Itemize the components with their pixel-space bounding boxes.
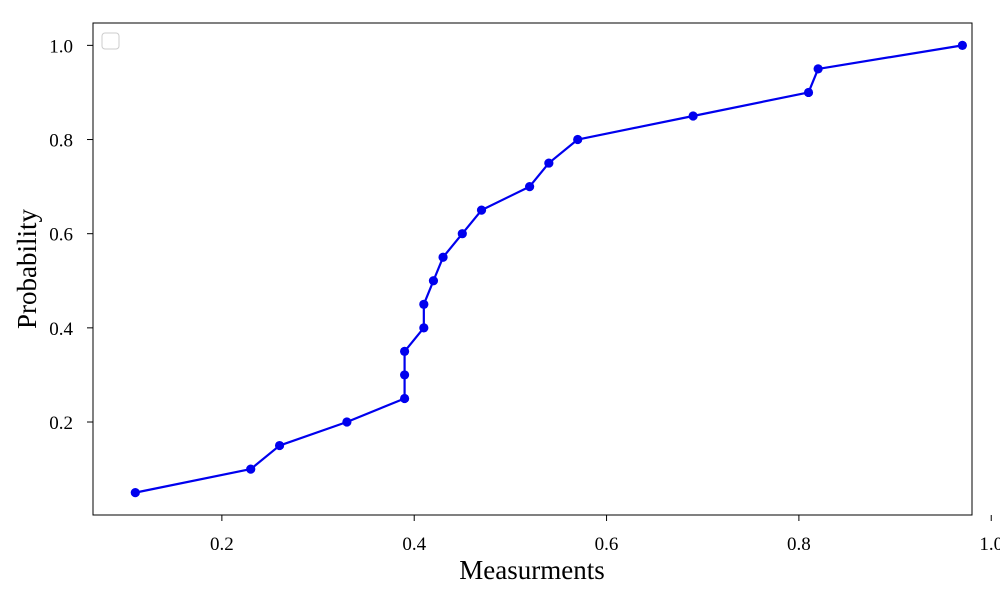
data-point xyxy=(525,182,534,191)
x-tick-label: 0.4 xyxy=(402,534,426,555)
data-point xyxy=(400,347,409,356)
plot-frame xyxy=(93,23,972,515)
data-point xyxy=(419,300,428,309)
data-point xyxy=(458,229,467,238)
data-point xyxy=(400,394,409,403)
legend-box xyxy=(102,33,119,49)
data-point xyxy=(689,111,698,120)
data-point xyxy=(573,135,582,144)
x-tick-label: 0.2 xyxy=(210,534,234,555)
y-tick-label: 0.6 xyxy=(49,225,73,246)
x-axis-ticks: 0.2 0.4 0.6 0.8 1.0 xyxy=(210,515,1000,555)
y-tick-label: 0.4 xyxy=(49,319,73,340)
y-tick-label: 1.0 xyxy=(49,36,73,57)
y-axis-label: Probability xyxy=(12,209,42,329)
data-point xyxy=(400,370,409,379)
x-tick-label: 0.8 xyxy=(787,534,811,555)
data-point xyxy=(958,41,967,50)
data-point xyxy=(804,88,813,97)
data-point xyxy=(419,323,428,332)
series-line xyxy=(135,45,962,492)
data-point xyxy=(131,488,140,497)
y-tick-label: 0.8 xyxy=(49,131,73,152)
data-point xyxy=(275,441,284,450)
data-point xyxy=(438,253,447,262)
y-tick-label: 0.2 xyxy=(49,413,73,434)
x-tick-label: 0.6 xyxy=(595,534,619,555)
data-point xyxy=(814,64,823,73)
y-axis-ticks: 0.2 0.4 0.6 0.8 1.0 xyxy=(49,36,93,434)
data-point xyxy=(544,158,553,167)
data-point xyxy=(429,276,438,285)
x-tick-label: 1.0 xyxy=(979,534,1000,555)
data-point xyxy=(477,206,486,215)
data-point xyxy=(246,464,255,473)
data-point xyxy=(342,417,351,426)
series-layer xyxy=(131,41,967,497)
x-axis-label: Measurments xyxy=(459,555,604,585)
